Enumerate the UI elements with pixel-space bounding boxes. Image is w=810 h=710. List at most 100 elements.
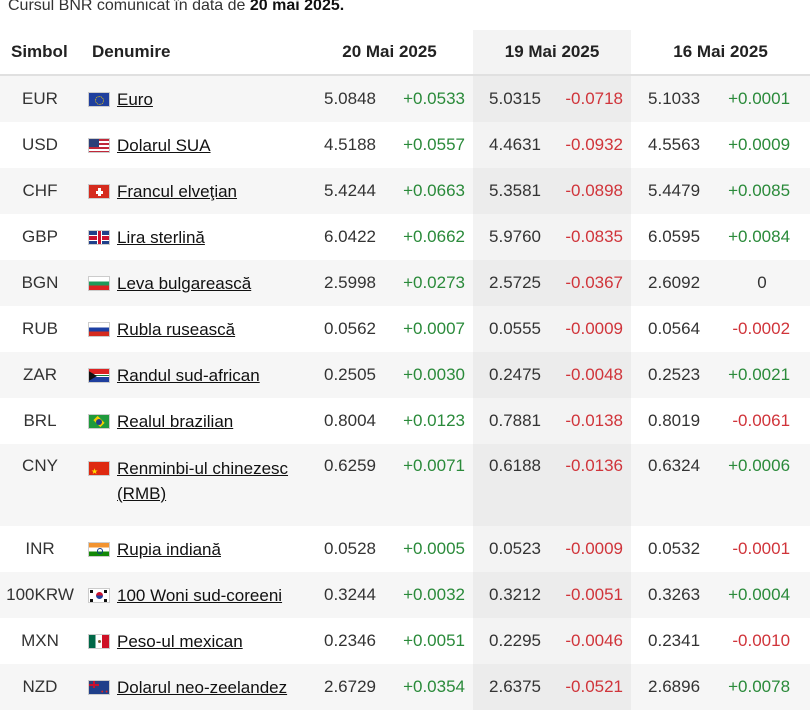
change-date-1: +0.0032 bbox=[388, 572, 474, 618]
currency-link[interactable]: Randul sud-african bbox=[117, 365, 260, 385]
caption-date: 20 mai 2025. bbox=[249, 0, 345, 14]
currency-link[interactable]: Euro bbox=[117, 89, 153, 109]
rate-date-3: 2.6896 bbox=[631, 664, 715, 710]
caption-text: Cursul BNR comunicat în data de bbox=[8, 0, 250, 14]
currency-link[interactable]: Rubla rusească bbox=[117, 319, 236, 339]
rate-date-1: 4.5188 bbox=[324, 135, 376, 154]
currency-symbol: ZAR bbox=[0, 352, 80, 398]
currency-symbol: RUB bbox=[22, 319, 58, 338]
currency-name-cell: Renminbi-ul chinezesc (RMB) bbox=[80, 444, 306, 526]
change-date-2: -0.0138 bbox=[552, 398, 632, 444]
currency-name-cell: Rupia indiană bbox=[80, 526, 306, 572]
ch-flag-icon bbox=[88, 184, 110, 199]
change-date-3: -0.0002 bbox=[732, 319, 791, 338]
currency-name-cell: Peso-ul mexican bbox=[80, 618, 306, 664]
bg-flag-icon bbox=[88, 276, 110, 291]
rate-date-2: 2.5725 bbox=[473, 260, 553, 306]
rate-date-2: 5.0315 bbox=[473, 75, 553, 122]
table-header-row: Simbol Denumire 20 Mai 2025 19 Mai 2025 … bbox=[0, 30, 810, 76]
change-date-2: -0.0051 bbox=[552, 572, 632, 618]
rate-date-3: 0.6324 bbox=[631, 444, 715, 526]
currency-symbol: BRL bbox=[23, 411, 57, 430]
change-date-3: -0.0001 bbox=[732, 539, 791, 558]
currency-name-cell: Leva bulgarească bbox=[80, 260, 306, 306]
za-flag-icon bbox=[88, 368, 110, 383]
currency-name-cell: Euro bbox=[80, 75, 306, 122]
change-date-2: -0.0898 bbox=[552, 168, 632, 214]
change-date-1: +0.0273 bbox=[388, 260, 474, 306]
rate-date-1: 0.3244 bbox=[306, 572, 388, 618]
change-date-2: -0.0009 bbox=[552, 526, 632, 572]
change-date-2: -0.0932 bbox=[552, 122, 632, 168]
change-date-3: +0.0004 bbox=[714, 572, 810, 618]
table-row: RUB Rubla rusească 0.0562 +0.0007 0.0555 -0.0… bbox=[0, 306, 810, 352]
change-date-3: +0.0085 bbox=[714, 168, 810, 214]
header-date-3: 16 Mai 2025 bbox=[631, 30, 810, 76]
header-name: Denumire bbox=[80, 30, 306, 76]
rate-date-2: 0.0555 bbox=[473, 306, 553, 352]
currency-link[interactable]: Dolarul SUA bbox=[117, 135, 211, 155]
rate-date-3: 5.4479 bbox=[631, 168, 715, 214]
change-date-2: -0.0367 bbox=[552, 260, 632, 306]
change-date-3: +0.0021 bbox=[714, 352, 810, 398]
mx-flag-icon bbox=[88, 634, 110, 649]
table-row: GBP Lira sterlină 6.0422 +0.0662 5.9760 -0.08… bbox=[0, 214, 810, 260]
rate-date-2: 0.0523 bbox=[473, 526, 553, 572]
change-date-2: -0.0009 bbox=[552, 306, 632, 352]
currency-link[interactable]: Leva bulgarească bbox=[117, 273, 252, 293]
change-date-1: +0.0557 bbox=[403, 135, 466, 154]
eu-flag-icon bbox=[88, 92, 110, 107]
currency-name-cell: Rubla rusească bbox=[80, 306, 306, 352]
change-date-3: +0.0001 bbox=[714, 75, 810, 122]
table-row: INR Rupia indiană 0.0528 +0.0005 0.0523 -0.00… bbox=[0, 526, 810, 572]
currency-name-cell: Dolarul SUA bbox=[80, 122, 306, 168]
table-row: EUR Euro 5.0848 +0.0533 5.0315 -0.0718 5.1033 +… bbox=[0, 75, 810, 122]
cn-flag-icon bbox=[88, 461, 110, 476]
table-row: CHF Francul elveţian 5.4244 +0.0663 5.3581 -0… bbox=[0, 168, 810, 214]
currency-link[interactable]: Francul elveţian bbox=[117, 181, 238, 201]
change-date-1: +0.0354 bbox=[388, 664, 474, 710]
header-date-1: 20 Mai 2025 bbox=[306, 30, 474, 76]
currency-name-cell: Dolarul neo-zeelandez bbox=[80, 664, 306, 710]
currency-name-cell: Randul sud-african bbox=[80, 352, 306, 398]
currency-link[interactable]: Peso-ul mexican bbox=[117, 631, 243, 651]
rate-date-2: 0.6188 bbox=[473, 444, 553, 526]
currency-link[interactable]: Rupia indiană bbox=[117, 539, 221, 559]
rate-date-2: 5.9760 bbox=[473, 214, 553, 260]
change-date-2: -0.0521 bbox=[552, 664, 632, 710]
rate-date-3: 0.0532 bbox=[648, 539, 701, 558]
change-date-3: 0 bbox=[714, 260, 810, 306]
currency-symbol: USD bbox=[22, 135, 58, 154]
currency-symbol: CNY bbox=[0, 444, 80, 526]
rate-date-1: 0.2505 bbox=[306, 352, 388, 398]
currency-link[interactable]: Lira sterlină bbox=[117, 227, 205, 247]
change-date-1: +0.0533 bbox=[388, 75, 474, 122]
gb-flag-icon bbox=[88, 230, 110, 245]
change-date-2: -0.0835 bbox=[552, 214, 632, 260]
currency-symbol: BGN bbox=[0, 260, 80, 306]
change-date-2: -0.0048 bbox=[552, 352, 632, 398]
currency-name-cell: Realul brazilian bbox=[80, 398, 306, 444]
currency-link[interactable]: Realul brazilian bbox=[117, 411, 234, 431]
currency-name-cell: Francul elveţian bbox=[80, 168, 306, 214]
change-date-1: +0.0663 bbox=[388, 168, 474, 214]
change-date-1: +0.0123 bbox=[403, 411, 466, 430]
change-date-2: -0.0718 bbox=[552, 75, 632, 122]
currency-link[interactable]: 100 Woni sud-coreeni bbox=[117, 585, 283, 605]
rate-date-2: 0.2475 bbox=[473, 352, 553, 398]
rate-date-1: 0.6259 bbox=[306, 444, 388, 526]
rate-date-3: 2.6092 bbox=[631, 260, 715, 306]
rate-date-1: 0.0562 bbox=[324, 319, 376, 338]
change-date-2: -0.0136 bbox=[552, 444, 632, 526]
rate-date-1: 5.4244 bbox=[306, 168, 388, 214]
rate-date-1: 0.2346 bbox=[324, 631, 376, 650]
currency-link[interactable]: Dolarul neo-zeelandez bbox=[117, 677, 288, 697]
currency-symbol: GBP bbox=[22, 227, 58, 246]
rate-date-1: 5.0848 bbox=[306, 75, 388, 122]
table-row: BGN Leva bulgarească 2.5998 +0.0273 2.5725 -0… bbox=[0, 260, 810, 306]
currency-symbol: INR bbox=[25, 539, 55, 558]
change-date-1: +0.0051 bbox=[403, 631, 466, 650]
rate-date-3: 4.5563 bbox=[648, 135, 701, 154]
currency-link[interactable]: Renminbi-ul chinezesc (RMB) bbox=[117, 459, 289, 503]
currency-name-cell: 100 Woni sud-coreeni bbox=[80, 572, 306, 618]
